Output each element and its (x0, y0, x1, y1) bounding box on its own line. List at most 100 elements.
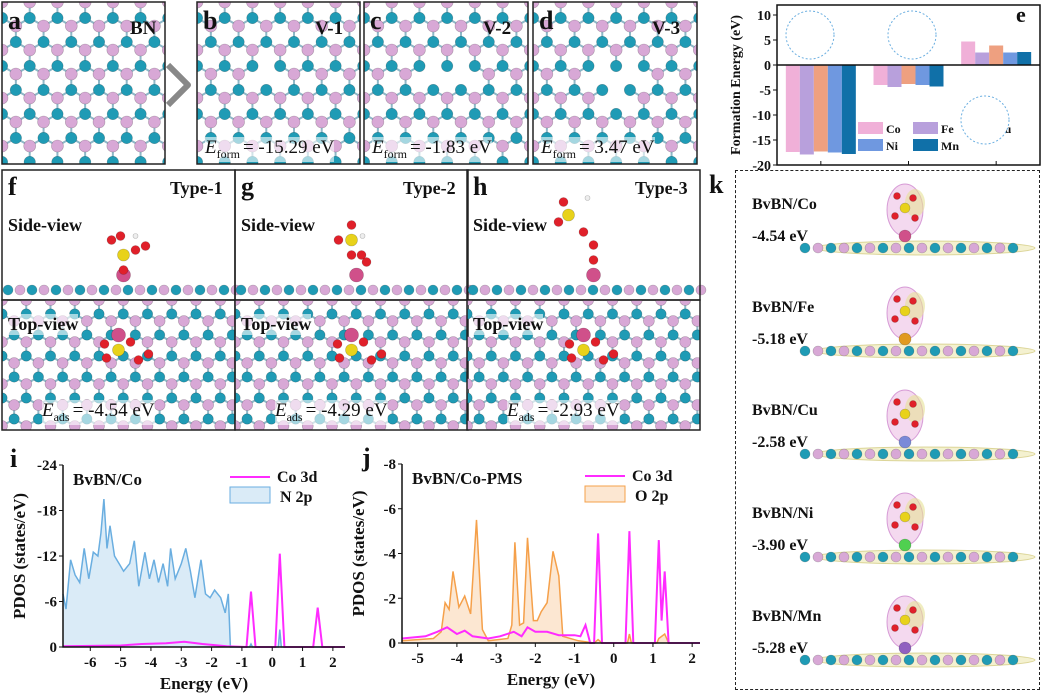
x-tick-label: 0 (610, 651, 618, 667)
oxygen-atom (590, 337, 601, 347)
bond (441, 440, 453, 447)
boron-atom (890, 242, 902, 254)
nitrogen-atom (214, 392, 226, 404)
oxygen-atom (118, 265, 129, 275)
boron-atom (667, 357, 679, 369)
bond (220, 440, 232, 447)
boron-atom (582, 2, 595, 9)
nitrogen-atom (288, 180, 299, 191)
sulfur-atom (577, 343, 590, 357)
nitrogen-atom (533, 60, 539, 72)
nitrogen-atom (177, 132, 188, 143)
energy-label: Eform = -1.83 eV (372, 137, 492, 162)
bond (99, 440, 111, 447)
nitrogen-atom (385, 59, 398, 72)
nitrogen-atom (226, 329, 235, 341)
nitrogen-atom (79, 12, 92, 24)
boron-atom (350, 378, 363, 390)
boron-atom (23, 43, 37, 57)
nitrogen-atom (130, 456, 140, 466)
nitrogen-atom (851, 345, 863, 357)
nitrogen-atom (851, 654, 863, 666)
nitrogen-atom (427, 84, 440, 97)
nitrogen-atom (631, 308, 643, 320)
boron-atom (651, 67, 665, 81)
sulfur-atom (899, 305, 911, 317)
structure-energy: -3.90 eV (752, 537, 808, 554)
nitrogen-atom (81, 329, 93, 341)
nitrogen-atom (981, 242, 993, 254)
nitrogen-atom (239, 435, 249, 445)
nitrogen-atom (638, 204, 649, 215)
nitrogen-atom (679, 35, 692, 48)
charge-density-structure (799, 286, 1036, 359)
boron-atom (454, 115, 468, 129)
bond (280, 186, 294, 194)
boron-atom (499, 188, 511, 200)
nitrogen-atom (524, 108, 528, 120)
nitrogen-atom (655, 350, 667, 362)
boron-atom (64, 19, 78, 33)
side-view-structure (467, 195, 707, 296)
nitrogen-atom (2, 392, 8, 404)
nitrogen-atom (707, 36, 718, 47)
nitrogen-atom (533, 156, 539, 164)
boron-atom (679, 420, 692, 430)
nitrogen-atom (387, 371, 399, 383)
nitrogen-atom (177, 36, 188, 47)
nitrogen-atom (134, 108, 147, 121)
metal-atom (898, 641, 912, 655)
nitrogen-atom (230, 435, 240, 445)
bond (197, 66, 198, 68)
nitrogen-atom (413, 59, 426, 72)
nitrogen-atom (467, 284, 479, 296)
boron-atom (130, 442, 141, 453)
structure-energy: -5.28 eV (752, 640, 808, 657)
bar-fe (975, 52, 990, 65)
bond (160, 440, 172, 447)
series-area (63, 499, 345, 647)
boron-atom (273, 2, 287, 9)
side-view-structure (2, 231, 242, 296)
nitrogen-atom (441, 204, 452, 215)
boron-atom (582, 91, 595, 105)
nitrogen-atom (358, 204, 369, 215)
boron-atom (33, 442, 44, 453)
nitrogen-atom (92, 84, 105, 97)
boron-atom (546, 442, 557, 453)
bond (515, 440, 527, 447)
nitrogen-atom (330, 204, 341, 215)
charge-density-cloud (905, 189, 925, 217)
nitrogen-atom (631, 350, 643, 362)
bond (197, 48, 198, 50)
nitrogen-atom (316, 180, 327, 191)
boron-atom (485, 420, 498, 430)
legend-label: Co (886, 122, 901, 136)
boron-atom (423, 300, 435, 306)
bond (271, 440, 283, 447)
bond (576, 440, 588, 447)
top-view-molecule (564, 327, 619, 365)
bond (38, 440, 50, 447)
metal-atom (898, 229, 912, 243)
bond (530, 186, 544, 194)
boron-atom (527, 284, 539, 296)
nitrogen-atom (547, 456, 557, 466)
boron-atom (716, 316, 727, 327)
bond (600, 440, 612, 447)
boron-atom (447, 336, 460, 348)
energy-e-val: = -4.54 eV (72, 400, 155, 421)
y-tick-label: -10 (752, 109, 771, 124)
boron-atom (154, 274, 165, 285)
nitrogen-atom (343, 35, 356, 48)
oxygen-atom (909, 297, 917, 305)
boron-atom (44, 300, 57, 306)
boron-atom (86, 284, 98, 296)
legend-label: Ni (886, 139, 899, 153)
nitrogen-atom (1007, 242, 1019, 254)
nitrogen-atom (214, 350, 226, 362)
nitrogen-atom (497, 371, 509, 383)
nitrogen-atom (93, 180, 104, 191)
nitrogen-atom (176, 36, 187, 47)
nitrogen-atom (274, 59, 287, 72)
